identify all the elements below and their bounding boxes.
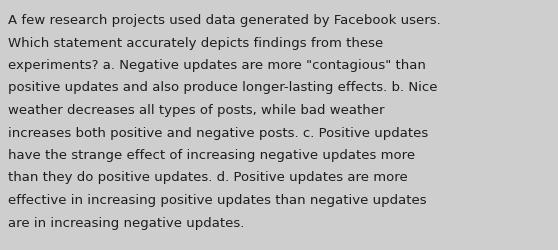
Text: increases both positive and negative posts. c. Positive updates: increases both positive and negative pos… [8,126,428,139]
Text: effective in increasing positive updates than negative updates: effective in increasing positive updates… [8,193,427,206]
Text: A few research projects used data generated by Facebook users.: A few research projects used data genera… [8,14,441,27]
Text: Which statement accurately depicts findings from these: Which statement accurately depicts findi… [8,36,383,49]
Text: than they do positive updates. d. Positive updates are more: than they do positive updates. d. Positi… [8,171,408,184]
Text: experiments? a. Negative updates are more "contagious" than: experiments? a. Negative updates are mor… [8,59,426,72]
Text: weather decreases all types of posts, while bad weather: weather decreases all types of posts, wh… [8,104,384,117]
Text: have the strange effect of increasing negative updates more: have the strange effect of increasing ne… [8,148,415,161]
Text: are in increasing negative updates.: are in increasing negative updates. [8,216,244,228]
Text: positive updates and also produce longer-lasting effects. b. Nice: positive updates and also produce longer… [8,81,437,94]
